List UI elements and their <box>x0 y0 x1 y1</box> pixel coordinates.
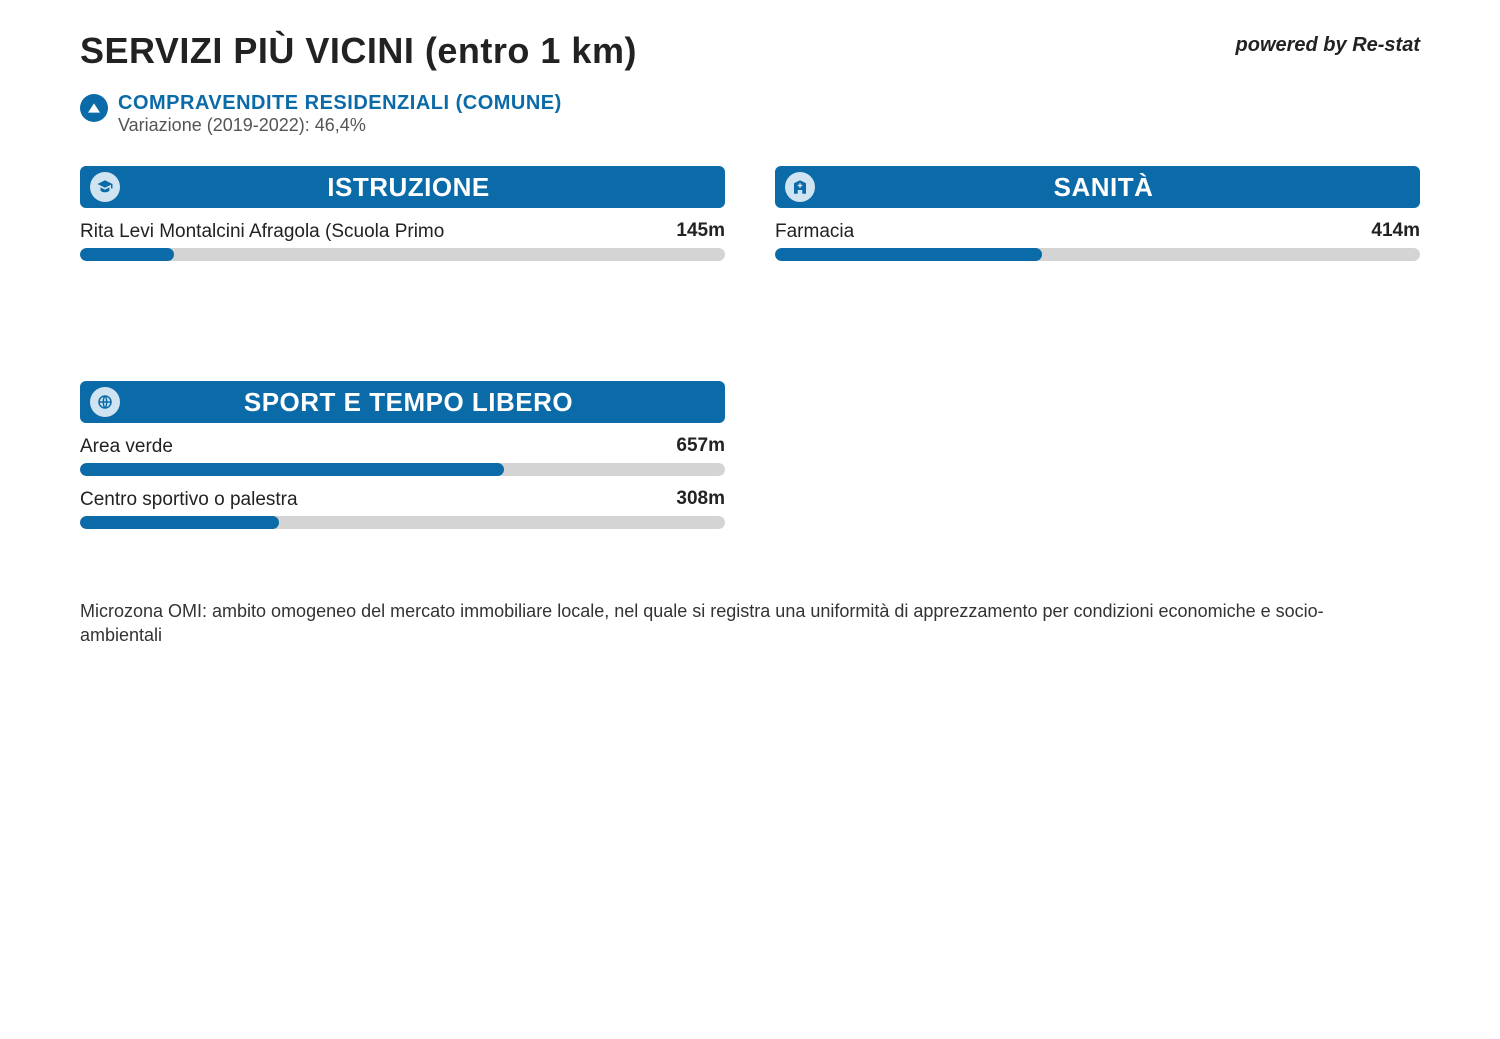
distance-bar-fill <box>80 463 504 476</box>
trend-up-icon <box>80 94 108 122</box>
service-item: Area verde 657m <box>80 435 725 476</box>
distance-bar-track <box>80 463 725 476</box>
panel-sport: SPORT E TEMPO LIBERO Area verde 657m Centro… <box>80 381 725 529</box>
service-distance: 308m <box>676 488 725 510</box>
service-distance: 414m <box>1371 220 1420 242</box>
panel-title: SPORT E TEMPO LIBERO <box>132 387 685 418</box>
service-name: Centro sportivo o palestra <box>80 488 298 512</box>
service-item: Centro sportivo o palestra 308m <box>80 488 725 529</box>
service-distance: 657m <box>676 435 725 457</box>
service-name: Farmacia <box>775 220 854 244</box>
trend-label: COMPRAVENDITE RESIDENZIALI (COMUNE) <box>118 92 562 115</box>
sport-icon <box>90 387 120 417</box>
panel-title: ISTRUZIONE <box>132 172 685 203</box>
service-distance: 145m <box>676 220 725 242</box>
panel-header-istruzione: ISTRUZIONE <box>80 166 725 208</box>
powered-by-label: powered by Re-stat <box>1236 34 1420 57</box>
distance-bar-fill <box>80 516 279 529</box>
distance-bar-track <box>80 248 725 261</box>
page-title: SERVIZI PIÙ VICINI (entro 1 km) <box>80 30 637 72</box>
school-icon <box>90 172 120 202</box>
footnote-text: Microzona OMI: ambito omogeneo del merca… <box>80 599 1380 648</box>
panel-header-sport: SPORT E TEMPO LIBERO <box>80 381 725 423</box>
panel-sanita: SANITÀ Farmacia 414m <box>775 166 1420 261</box>
service-item: Rita Levi Montalcini Afragola (Scuola Pr… <box>80 220 725 261</box>
trend-summary: COMPRAVENDITE RESIDENZIALI (COMUNE) Vari… <box>80 92 1420 136</box>
panel-istruzione: ISTRUZIONE Rita Levi Montalcini Afragola … <box>80 166 725 261</box>
service-item: Farmacia 414m <box>775 220 1420 261</box>
distance-bar-fill <box>80 248 174 261</box>
distance-bar-fill <box>775 248 1042 261</box>
panel-title: SANITÀ <box>827 172 1380 203</box>
distance-bar-track <box>80 516 725 529</box>
trend-subtitle: Variazione (2019-2022): 46,4% <box>118 115 562 136</box>
panel-header-sanita: SANITÀ <box>775 166 1420 208</box>
hospital-icon <box>785 172 815 202</box>
distance-bar-track <box>775 248 1420 261</box>
service-name: Rita Levi Montalcini Afragola (Scuola Pr… <box>80 220 444 244</box>
service-name: Area verde <box>80 435 173 459</box>
